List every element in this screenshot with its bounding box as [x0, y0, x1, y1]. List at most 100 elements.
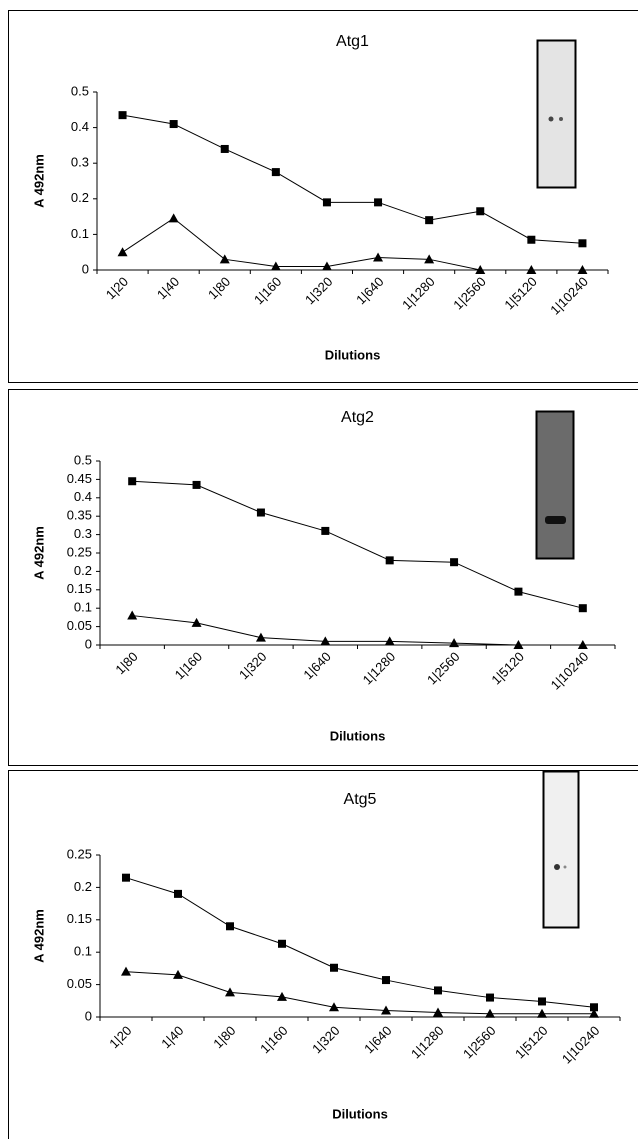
y-tick-label: 0.15: [67, 581, 92, 596]
x-tick-label: 1|640: [353, 274, 386, 307]
x-tick-label: 1|5120: [512, 1023, 551, 1062]
marker: [220, 254, 230, 263]
x-tick-label: 1|320: [302, 274, 335, 307]
marker: [121, 967, 131, 976]
x-tick-label: 1|160: [257, 1023, 290, 1056]
y-tick-label: 0.35: [67, 508, 92, 523]
y-tick-label: 0.4: [71, 119, 89, 134]
x-tick-label: 1|80: [210, 1023, 238, 1051]
x-tick-label: 1|10240: [559, 1023, 603, 1067]
x-tick-label: 1|1280: [399, 274, 438, 313]
chart-title: Atg2: [341, 409, 374, 426]
marker: [434, 986, 442, 994]
chart-title: Atg5: [344, 791, 377, 808]
marker: [579, 604, 587, 612]
marker: [374, 198, 382, 206]
y-axis-title: A 492nm: [31, 154, 46, 208]
x-tick-label: 1|320: [309, 1023, 342, 1056]
y-tick-label: 0.2: [71, 190, 89, 205]
x-tick-label: 1|1280: [360, 649, 399, 688]
y-tick-label: 0.1: [74, 600, 92, 615]
y-tick-label: 0.05: [67, 618, 92, 633]
x-tick-label: 1|20: [103, 274, 131, 302]
y-axis-title: A 492nm: [31, 526, 46, 580]
y-tick-label: 0.2: [74, 563, 92, 578]
marker: [170, 120, 178, 128]
y-tick-label: 0.1: [74, 944, 92, 959]
y-tick-label: 0.05: [67, 976, 92, 991]
marker: [386, 556, 394, 564]
marker: [226, 922, 234, 930]
x-axis-title: Dilutions: [332, 1106, 388, 1121]
y-tick-label: 0.2: [74, 879, 92, 894]
x-tick-label: 1|2560: [450, 274, 489, 313]
x-tick-label: 1|640: [361, 1023, 394, 1056]
x-tick-label: 1|20: [106, 1023, 134, 1051]
blot-image: [538, 41, 576, 188]
marker: [278, 940, 286, 948]
marker: [127, 611, 137, 620]
x-tick-label: 1|1280: [408, 1023, 447, 1062]
x-tick-label: 1|640: [300, 649, 333, 682]
chart-title: Atg1: [336, 33, 369, 50]
marker: [119, 111, 127, 119]
x-tick-label: 1|10240: [547, 274, 591, 318]
y-tick-label: 0.1: [71, 226, 89, 241]
x-tick-label: 1|40: [158, 1023, 186, 1051]
y-tick-label: 0.3: [71, 155, 89, 170]
y-tick-label: 0.3: [74, 526, 92, 541]
marker: [330, 964, 338, 972]
marker: [122, 874, 130, 882]
series-line: [132, 616, 583, 645]
x-tick-label: 1|40: [154, 274, 182, 302]
blot-spot: [549, 117, 554, 122]
marker: [538, 997, 546, 1005]
marker: [476, 207, 484, 215]
marker: [257, 509, 265, 517]
y-tick-label: 0.5: [74, 452, 92, 467]
marker: [425, 216, 433, 224]
series-line: [123, 115, 583, 243]
marker: [174, 890, 182, 898]
marker: [193, 481, 201, 489]
marker: [323, 198, 331, 206]
marker: [527, 236, 535, 244]
x-axis-title: Dilutions: [330, 728, 386, 743]
y-tick-label: 0.5: [71, 83, 89, 98]
y-tick-label: 0.45: [67, 471, 92, 486]
x-tick-label: 1|2560: [460, 1023, 499, 1062]
blot-band: [545, 516, 566, 524]
y-tick-label: 0.4: [74, 489, 92, 504]
x-tick-label: 1|160: [251, 274, 284, 307]
x-axis-title: Dilutions: [325, 347, 381, 362]
marker: [578, 239, 586, 247]
y-tick-label: 0: [85, 636, 92, 651]
blot-image: [544, 772, 579, 928]
marker: [221, 145, 229, 153]
x-tick-label: 1|80: [205, 274, 233, 302]
blot-spot: [554, 864, 560, 870]
series-line: [123, 218, 583, 270]
marker: [373, 253, 383, 262]
x-tick-label: 1|5120: [501, 274, 540, 313]
marker: [118, 247, 128, 256]
x-tick-label: 1|80: [112, 649, 140, 677]
marker: [272, 168, 280, 176]
marker: [382, 976, 390, 984]
figure: Atg1 Dilutions A 492nm 0 0.1 0.2 0.3 0.4 0.5 1|20…: [0, 0, 638, 1139]
marker: [169, 213, 179, 222]
blot-spot: [559, 117, 563, 121]
y-tick-label: 0.15: [67, 911, 92, 926]
marker: [128, 477, 136, 485]
y-tick-label: 0.25: [67, 846, 92, 861]
x-tick-label: 1|2560: [424, 649, 463, 688]
series-line: [126, 972, 594, 1014]
series-line: [126, 878, 594, 1008]
blot-spot: [564, 866, 567, 869]
marker: [225, 987, 235, 996]
marker: [514, 588, 522, 596]
blot-image: [537, 412, 574, 559]
x-tick-label: 1|10240: [548, 649, 592, 693]
y-tick-label: 0: [82, 261, 89, 276]
y-tick-label: 0: [85, 1008, 92, 1023]
